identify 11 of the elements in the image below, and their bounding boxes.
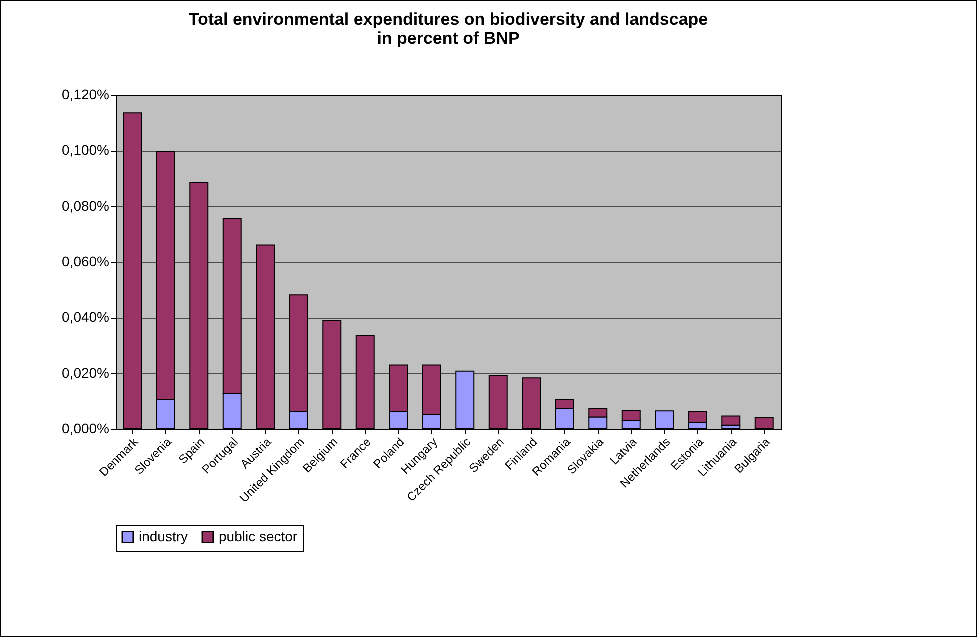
y-tick-label: 0,060% [62, 254, 110, 270]
legend-label: public sector [219, 528, 298, 544]
y-tick-label: 0,040% [62, 309, 110, 326]
y-tick-label: 0,000% [62, 420, 110, 436]
y-tick-label: 0,080% [62, 198, 110, 214]
y-tick-label: 0,020% [62, 364, 110, 381]
y-tick-label: 0,100% [62, 142, 110, 158]
chart-title: Total environmental expenditures on biodiversity and landscape in percent of BNP [188, 10, 708, 48]
legend-label: industry [139, 528, 188, 544]
y-tick-label: 0,120% [62, 86, 110, 102]
bar [722, 416, 741, 426]
